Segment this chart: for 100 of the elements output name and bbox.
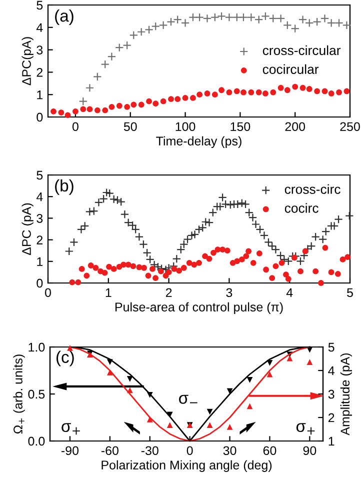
point — [240, 89, 246, 96]
point — [115, 43, 124, 52]
point — [322, 88, 328, 94]
point — [336, 89, 342, 96]
point — [93, 72, 102, 82]
point — [246, 248, 252, 254]
y2-tick-label: 4 — [328, 366, 334, 376]
point — [124, 104, 130, 110]
point — [50, 108, 56, 114]
point — [224, 248, 230, 254]
point — [342, 20, 352, 30]
point — [130, 263, 136, 270]
y-axis-title: ΔPC(pA) — [22, 37, 34, 86]
point — [286, 355, 293, 362]
point — [72, 108, 78, 114]
point — [106, 264, 112, 270]
point — [110, 266, 117, 272]
point — [226, 89, 232, 96]
point — [256, 89, 262, 96]
x-tick-label: 250 — [340, 122, 360, 132]
point — [248, 89, 254, 96]
point — [268, 14, 278, 23]
point — [312, 268, 319, 274]
point — [226, 424, 233, 430]
point — [182, 95, 188, 101]
point — [64, 112, 71, 118]
x-tick-label: 0 — [45, 288, 51, 298]
y-axis-title: Ω$_{+}$ (arb. units) — [13, 354, 25, 434]
y-tick-label: 5 — [36, 0, 43, 10]
point — [305, 18, 314, 28]
point — [202, 253, 208, 260]
x-tick-label: 50 — [124, 122, 137, 132]
annotation: (c) — [56, 350, 74, 366]
point — [202, 14, 212, 23]
point — [130, 102, 137, 108]
annotation: (a) — [55, 9, 74, 26]
point — [262, 90, 268, 96]
y2-tick-label: 2 — [328, 413, 334, 422]
point — [84, 272, 90, 279]
point — [298, 268, 304, 274]
x-tick-label: 60 — [263, 446, 276, 456]
point — [243, 253, 250, 260]
point — [302, 248, 308, 254]
point — [291, 254, 298, 261]
point — [69, 279, 76, 286]
point — [272, 263, 279, 270]
point — [120, 262, 126, 268]
point — [322, 244, 328, 251]
point — [196, 260, 202, 266]
y-tick-label: 0.0 — [28, 436, 45, 446]
y-tick-label: 5 — [36, 170, 43, 180]
point — [78, 266, 85, 272]
point — [284, 87, 290, 94]
point — [204, 90, 210, 96]
point — [234, 88, 240, 94]
point — [75, 279, 82, 286]
y-tick-label: 0 — [36, 112, 43, 122]
point — [238, 256, 245, 262]
point — [107, 52, 116, 61]
y-tick-label: 2 — [36, 236, 43, 244]
point — [126, 387, 133, 394]
point — [152, 100, 159, 107]
annotation: σ$_{+}$ — [62, 423, 80, 435]
y-tick-label: 2 — [36, 68, 43, 77]
point — [328, 90, 334, 96]
point — [218, 87, 224, 94]
x-axis-title: Polarization Mixing angle (deg) — [102, 460, 272, 472]
x-tick-label: 3 — [226, 288, 232, 298]
x-tick-label: 0 — [72, 122, 78, 132]
point — [314, 88, 320, 94]
point — [180, 18, 190, 28]
point — [108, 104, 115, 110]
point — [86, 106, 93, 112]
point — [334, 18, 344, 28]
x-axis-title: Pulse-area of control pulse (π) — [115, 302, 283, 314]
point — [217, 12, 226, 21]
x-tick-label: -60 — [101, 446, 118, 456]
point — [106, 369, 113, 376]
point — [126, 376, 133, 382]
x-tick-label: 150 — [230, 122, 250, 132]
point — [136, 28, 146, 36]
point — [122, 40, 132, 50]
point — [312, 17, 322, 26]
y-tick-label: 4 — [36, 192, 43, 202]
x-tick-label: 1 — [106, 288, 112, 297]
point — [166, 422, 173, 428]
point — [80, 106, 86, 112]
y2-tick-label: 3 — [328, 390, 334, 399]
point — [190, 95, 196, 101]
point — [180, 264, 187, 271]
y2-axis-title: Amplitude (pA) — [340, 353, 352, 436]
point — [146, 416, 153, 422]
y-tick-label: 3 — [36, 214, 43, 223]
point — [100, 60, 110, 69]
point — [232, 12, 242, 22]
legend-label: cross-circ — [284, 184, 340, 194]
point — [88, 262, 94, 268]
legend-label: cocircular — [262, 64, 319, 74]
point — [250, 260, 256, 266]
point — [344, 254, 351, 260]
